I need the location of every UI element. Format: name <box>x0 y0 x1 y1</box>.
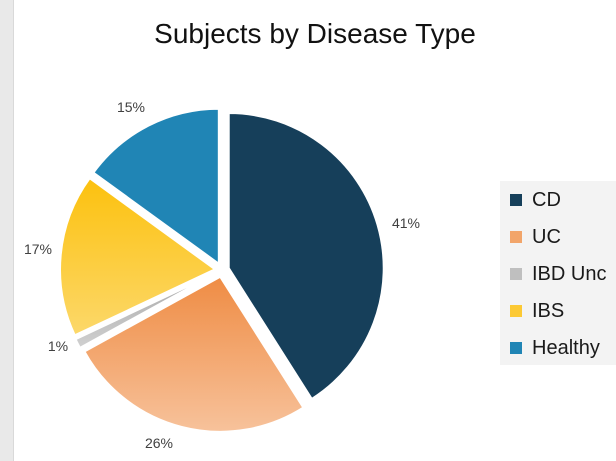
legend-swatch <box>510 268 522 280</box>
pie-slice-healthy <box>92 107 220 266</box>
legend-item-cd: CD <box>510 187 561 213</box>
legend-label: Healthy <box>532 336 600 359</box>
legend-item-uc: UC <box>510 224 561 250</box>
legend-item-ibd-unc: IBD Unc <box>510 261 606 287</box>
data-label-cd: 41% <box>392 215 420 231</box>
legend: CD UC IBD Unc IBS Healthy <box>500 181 616 365</box>
legend-swatch <box>510 305 522 317</box>
pie-slice-ibd-unc <box>74 272 217 350</box>
legend-label: CD <box>532 188 561 211</box>
legend-label: IBS <box>532 299 565 322</box>
pie-slice-ibs <box>59 176 217 337</box>
legend-item-ibs: IBS <box>510 298 564 324</box>
pie-slice-cd <box>227 112 385 401</box>
legend-swatch <box>510 342 522 354</box>
legend-item-healthy: Healthy <box>510 335 600 361</box>
legend-swatch <box>510 194 522 206</box>
chart-title: Subjects by Disease Type <box>154 18 476 49</box>
pie-slice-uc <box>83 275 305 433</box>
legend-label: UC <box>532 225 561 248</box>
data-label-ibs: 17% <box>24 241 52 257</box>
data-label-ibd-unc: 1% <box>48 338 68 354</box>
data-label-healthy: 15% <box>117 99 145 115</box>
data-label-uc: 26% <box>145 435 173 451</box>
legend-label: IBD Unc <box>532 262 607 285</box>
legend-swatch <box>510 231 522 243</box>
